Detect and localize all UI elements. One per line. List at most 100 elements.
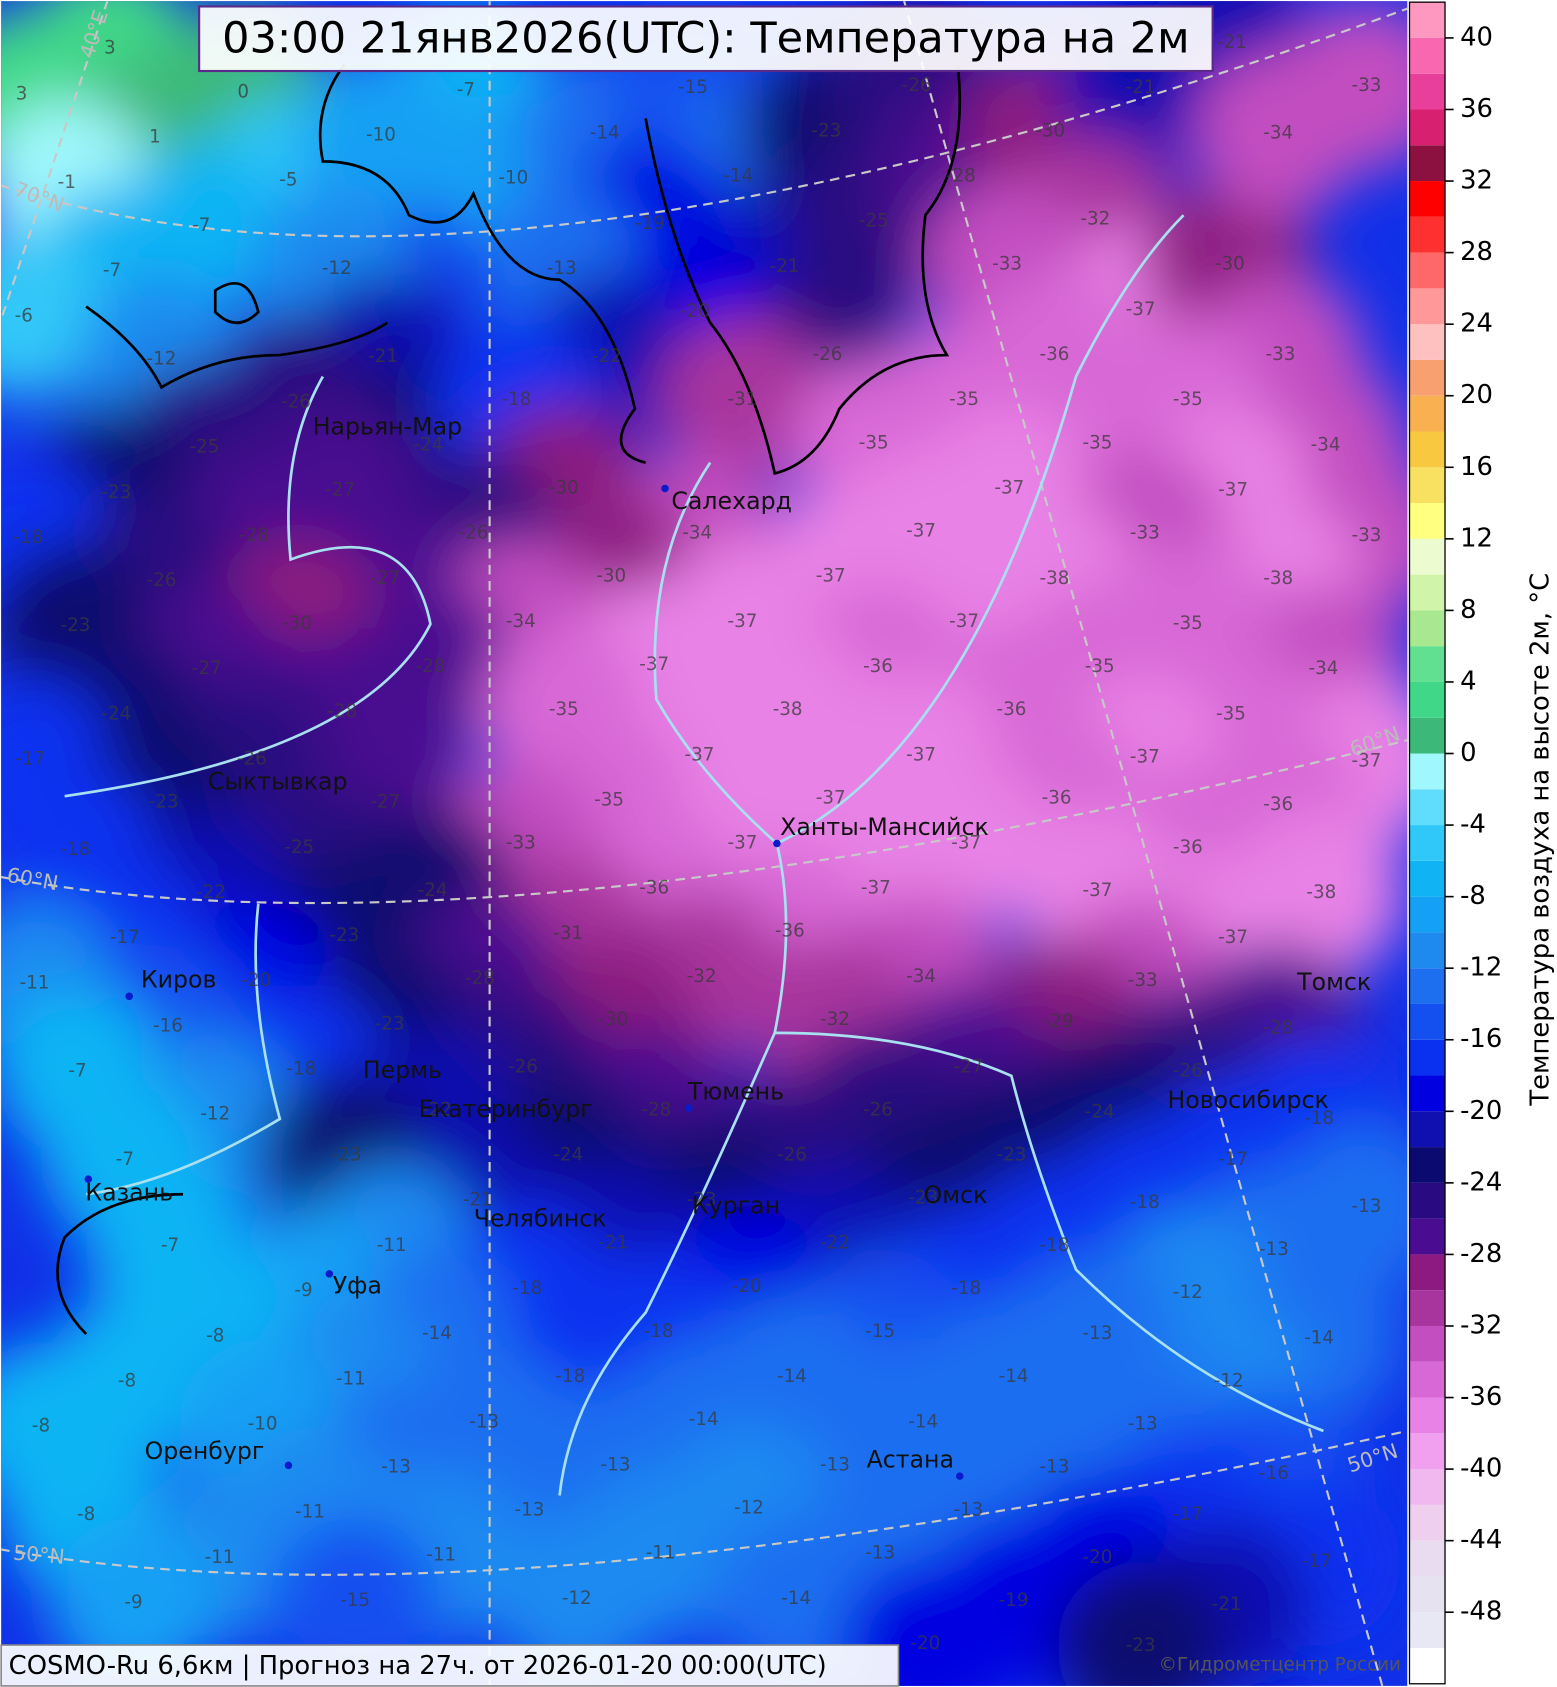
colorbar-tick-label: 32: [1460, 166, 1493, 196]
temperature-label: -35: [1083, 432, 1113, 453]
temperature-label: -26: [863, 1099, 893, 1120]
temperature-label: -15: [865, 1321, 895, 1342]
colorbar-band: [1409, 538, 1446, 575]
temperature-label: -13: [515, 1500, 545, 1521]
temperature-label: -35: [549, 699, 579, 720]
temperature-label: -26: [237, 749, 267, 770]
river: [774, 1031, 1324, 1433]
city-dot: [956, 1472, 964, 1480]
temperature-labels: 3 3 0 1 -1 -5 -7 -7 -6 -7 -10 -10 -12 -14 -15 -14 -23 -26…: [13, 32, 1381, 1656]
colorbar-tick-label: -48: [1460, 1597, 1502, 1627]
copyright: ©Гидрометцентр России: [1159, 1654, 1401, 1675]
city-label: Ханты-Мансийск: [780, 813, 989, 841]
city-label: Томск: [1296, 968, 1371, 996]
temperature-field: [1, 1, 1408, 1686]
colorbar-band: [1409, 968, 1446, 1004]
temperature-label: -21: [368, 346, 398, 367]
temperature-label: -26: [459, 523, 489, 544]
colorbar-tick-label: 40: [1460, 22, 1493, 52]
temperature-label: -26: [147, 570, 177, 591]
temperature-label: -36: [863, 656, 893, 677]
meridian: [903, 1, 1384, 1686]
temperature-label: -32: [1080, 208, 1110, 229]
colorbar-band: [1409, 1218, 1446, 1255]
colorbar-band: [1409, 395, 1446, 432]
city-label: Нарьян-Мар: [313, 413, 462, 441]
temperature-label: -37: [1218, 480, 1248, 501]
colorbar-band: [1409, 860, 1446, 897]
temperature-label: -33: [992, 254, 1022, 275]
colorbar-tick-label: -16: [1460, 1024, 1502, 1054]
city-label: Пермь: [363, 1056, 442, 1084]
temperature-label: -11: [295, 1502, 325, 1523]
temperature-label: -27: [325, 480, 355, 501]
colorbar-band: [1409, 431, 1446, 468]
cities: Нарьян-Мар Салехард Сыктывкар Ханты-Мансийс…: [84, 413, 1371, 1480]
city-dot: [773, 839, 781, 848]
temperature-label: -37: [816, 566, 846, 587]
colorbar-tick-label: 20: [1460, 380, 1493, 410]
temperature-label: -27: [953, 1056, 983, 1077]
colorbar-band: [1409, 1147, 1446, 1183]
temperature-label: -36: [1173, 837, 1203, 858]
colorbar-band: [1409, 681, 1446, 718]
title: 03:00 21янв2026(UTC): Температура на 2м: [222, 13, 1189, 63]
colorbar-tick-label: -32: [1460, 1310, 1502, 1340]
temperature-label: -33: [1265, 344, 1295, 365]
temperature-area: [1056, 1562, 1225, 1686]
temperature-label: -24: [101, 703, 131, 724]
colorbar-band: [1409, 288, 1446, 325]
temperature-label: -26: [281, 391, 311, 412]
temperature-label: -24: [1085, 1101, 1115, 1122]
temperature-label: -37: [639, 654, 669, 675]
temperature-label: -36: [775, 921, 805, 942]
temperature-label: -12: [1214, 1370, 1244, 1391]
temperature-label: -18: [512, 1278, 542, 1299]
temperature-label: -26: [777, 1145, 807, 1166]
temperature-label: -28: [946, 165, 976, 186]
temperature-label: -34: [506, 611, 536, 632]
temperature-label: -23: [60, 615, 90, 636]
temperature-label: -13: [469, 1411, 499, 1432]
parallel-50: [1, 1429, 1408, 1576]
colorbar-tick-label: -8: [1460, 881, 1486, 911]
temperature-label: -36: [997, 699, 1027, 720]
colorbar-tick-label: 12: [1460, 523, 1493, 553]
coast: [644, 64, 962, 476]
temperature-label: -23: [908, 1188, 938, 1209]
colorbar-band: [1409, 1433, 1446, 1470]
temperature-label: -21: [1212, 1594, 1242, 1615]
city-label: Оренбург: [145, 1437, 265, 1465]
city-label: Сыктывкар: [208, 768, 348, 796]
city-dot: [284, 1461, 293, 1470]
temperature-label: -22: [592, 346, 622, 367]
temperature-label: -38: [1306, 882, 1336, 903]
temperature-label: -27: [370, 568, 400, 589]
temperature-label: -18: [1130, 1192, 1160, 1213]
colorbar-tick-label: -28: [1460, 1239, 1502, 1269]
temperature-label: -28: [239, 525, 269, 546]
colorbar-band: [1409, 2, 1446, 38]
colorbar-band: [1409, 610, 1446, 647]
temperature-label: -12: [734, 1497, 764, 1518]
temperature-label: -18: [1304, 1108, 1334, 1129]
temperature-label: -13: [547, 258, 577, 279]
temperature-label: -14: [590, 122, 620, 143]
city-label: Челябинск: [474, 1205, 607, 1233]
temperature-label: -20: [1083, 1547, 1113, 1568]
temperature-label: -17: [1173, 1504, 1203, 1525]
temperature-label: -14: [781, 1588, 811, 1609]
meridian: [1, 1, 109, 323]
temperature-label: -23: [687, 1190, 717, 1211]
temperature-label: -23: [375, 1013, 405, 1034]
temperature-label: -36: [1263, 794, 1293, 815]
temperature-label: -37: [1218, 927, 1248, 948]
temperature-label: -5: [279, 170, 297, 191]
colorbar-tick-label: 4: [1460, 666, 1476, 696]
temperature-label: -21: [1126, 77, 1156, 98]
colorbar-band: [1409, 252, 1446, 289]
city-dot: [684, 1104, 693, 1112]
temperature-label: -34: [1263, 122, 1293, 143]
temperature-label: -12: [562, 1588, 592, 1609]
